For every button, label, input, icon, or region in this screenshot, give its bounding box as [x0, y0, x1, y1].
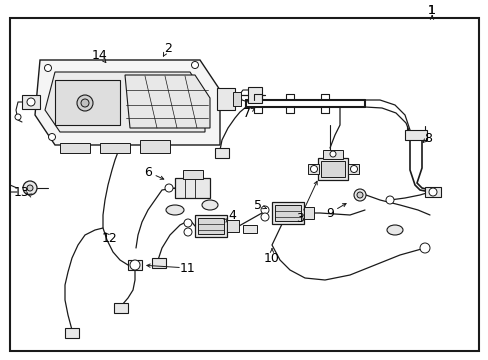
Circle shape	[44, 64, 51, 72]
Bar	[243, 225, 257, 233]
Bar	[100, 143, 130, 153]
Text: 1: 1	[427, 4, 435, 17]
Circle shape	[164, 184, 173, 192]
Text: 9: 9	[325, 207, 333, 220]
Text: 10: 10	[264, 252, 279, 265]
Ellipse shape	[386, 225, 402, 235]
Circle shape	[27, 98, 35, 106]
Bar	[323, 150, 342, 159]
Bar	[226, 220, 239, 232]
Circle shape	[356, 192, 362, 198]
Circle shape	[261, 206, 268, 214]
Circle shape	[191, 62, 198, 68]
Bar	[247, 87, 262, 103]
Circle shape	[183, 228, 192, 236]
Circle shape	[27, 185, 33, 191]
Polygon shape	[55, 80, 120, 125]
Text: 6: 6	[144, 166, 152, 179]
Text: 11: 11	[180, 261, 196, 274]
Text: 4: 4	[227, 208, 235, 221]
Text: 13: 13	[14, 185, 30, 198]
Circle shape	[23, 181, 37, 195]
Text: 1: 1	[427, 4, 435, 17]
Bar	[274, 205, 301, 221]
Circle shape	[15, 114, 21, 120]
Bar	[60, 143, 90, 153]
Circle shape	[353, 189, 365, 201]
Bar	[128, 260, 142, 270]
Circle shape	[81, 99, 89, 107]
Circle shape	[419, 243, 429, 253]
Circle shape	[77, 95, 93, 111]
Bar	[271, 202, 304, 224]
Bar	[320, 161, 345, 177]
Circle shape	[261, 213, 268, 221]
Bar	[347, 164, 358, 174]
Circle shape	[183, 219, 192, 227]
Circle shape	[329, 151, 335, 157]
Bar	[217, 88, 235, 110]
Ellipse shape	[165, 205, 183, 215]
Bar	[317, 158, 347, 180]
Bar	[65, 328, 79, 338]
Bar	[198, 218, 224, 234]
Bar	[195, 215, 226, 237]
Text: 12: 12	[102, 231, 118, 244]
Bar	[114, 303, 128, 313]
Bar	[304, 207, 313, 219]
Circle shape	[48, 134, 55, 140]
Text: 14: 14	[92, 49, 108, 62]
Circle shape	[428, 188, 436, 196]
Bar	[152, 258, 165, 268]
Bar	[175, 178, 209, 198]
Text: 7: 7	[243, 107, 250, 120]
Ellipse shape	[202, 200, 218, 210]
Circle shape	[350, 166, 357, 172]
Bar	[232, 92, 241, 106]
Text: 3: 3	[295, 212, 304, 225]
Polygon shape	[35, 60, 220, 145]
Bar	[140, 140, 170, 153]
Bar	[183, 170, 203, 179]
Bar	[424, 187, 440, 197]
Polygon shape	[45, 72, 204, 132]
Circle shape	[385, 196, 393, 204]
Polygon shape	[125, 75, 209, 128]
Bar	[404, 130, 426, 140]
Circle shape	[130, 260, 140, 270]
Text: 8: 8	[423, 131, 431, 144]
Circle shape	[310, 166, 317, 172]
Bar	[307, 164, 318, 174]
Bar	[22, 95, 40, 109]
Text: 5: 5	[253, 198, 262, 212]
Bar	[215, 148, 228, 158]
Text: 2: 2	[164, 41, 172, 54]
